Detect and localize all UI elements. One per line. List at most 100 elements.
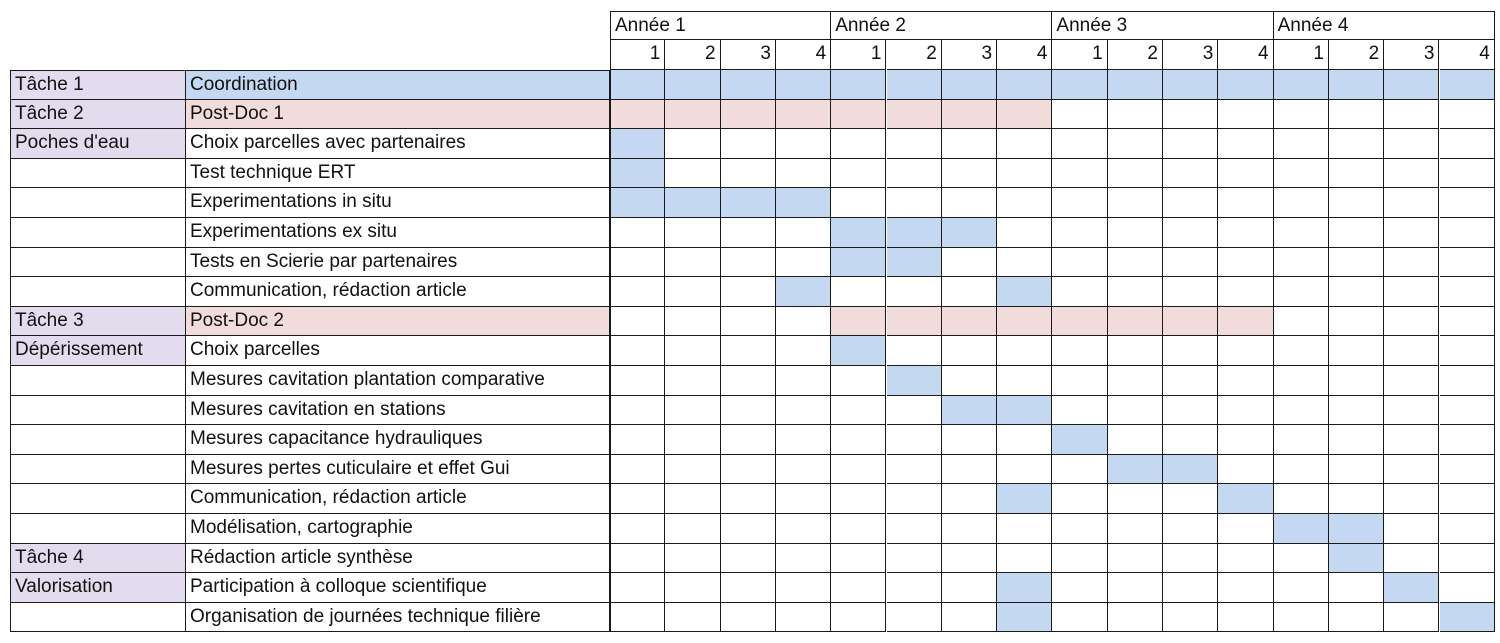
bar-cell-filled xyxy=(610,188,666,218)
bar-cell-empty xyxy=(831,573,887,603)
bar-cell-filled xyxy=(997,484,1053,514)
bar-cell-empty xyxy=(941,158,998,189)
bar-cell-empty xyxy=(720,158,776,189)
bar-cell-empty xyxy=(1273,99,1329,130)
quarter-header: 2 xyxy=(886,40,942,70)
bar-cell-empty xyxy=(1384,514,1440,544)
bar-cell-empty xyxy=(720,277,776,307)
bar-cell-empty xyxy=(1218,129,1274,159)
task-cell: Communication, rédaction article xyxy=(186,277,610,307)
task-cell: Coordination xyxy=(186,70,610,100)
bar-cell-empty xyxy=(1273,484,1329,514)
bar-cell-empty xyxy=(1107,188,1163,218)
bar-cell-empty xyxy=(1107,99,1163,130)
bar-cell-filled xyxy=(997,99,1053,130)
bar-cell-empty xyxy=(1163,99,1219,130)
bar-cell-empty xyxy=(665,395,721,426)
bar-cell-empty xyxy=(610,366,666,396)
group-cell xyxy=(10,425,186,455)
bar-cell-empty xyxy=(720,602,776,633)
bar-cell-filled xyxy=(831,70,887,100)
bar-cell-empty xyxy=(831,543,887,574)
bar-cell-empty xyxy=(1328,484,1385,514)
bar-cell-filled xyxy=(886,99,942,130)
bar-cell-empty xyxy=(997,514,1053,544)
bar-cell-filled xyxy=(997,395,1053,426)
bar-cell-empty xyxy=(1218,366,1274,396)
bar-cell-empty xyxy=(1439,543,1495,574)
bar-cell-empty xyxy=(610,247,666,278)
bar-cell-filled xyxy=(1163,306,1219,337)
bar-cell-empty xyxy=(610,306,666,337)
bar-cell-filled xyxy=(1052,425,1108,455)
bar-cell-empty xyxy=(775,218,832,248)
bar-cell-empty xyxy=(720,247,776,278)
bar-cell-empty xyxy=(1163,336,1219,366)
quarter-header: 3 xyxy=(720,40,776,70)
bar-cell-empty xyxy=(775,454,832,485)
group-cell xyxy=(10,514,186,544)
year-header: Année 4 xyxy=(1273,11,1495,40)
bar-cell-empty xyxy=(1384,602,1440,633)
bar-cell-filled xyxy=(1163,70,1219,100)
bar-cell-empty xyxy=(941,602,998,633)
bar-cell-empty xyxy=(610,573,666,603)
task-cell: Rédaction article synthèse xyxy=(186,543,610,574)
bar-cell-empty xyxy=(1439,218,1495,248)
bar-cell-empty xyxy=(665,247,721,278)
bar-cell-empty xyxy=(831,366,887,396)
bar-cell-empty xyxy=(1328,306,1385,337)
bar-cell-empty xyxy=(1439,395,1495,426)
group-cell xyxy=(10,188,186,218)
bar-cell-filled xyxy=(1218,306,1274,337)
bar-cell-empty xyxy=(665,484,721,514)
bar-cell-empty xyxy=(886,188,942,218)
bar-cell-empty xyxy=(1052,366,1108,396)
bar-cell-empty xyxy=(665,336,721,366)
bar-cell-empty xyxy=(1273,247,1329,278)
group-cell: Tâche 4 xyxy=(10,543,186,574)
bar-cell-empty xyxy=(1052,247,1108,278)
bar-cell-empty xyxy=(1107,543,1163,574)
bar-cell-empty xyxy=(1052,514,1108,544)
bar-cell-empty xyxy=(1052,573,1108,603)
bar-cell-empty xyxy=(1273,218,1329,248)
bar-cell-empty xyxy=(1218,395,1274,426)
bar-cell-filled xyxy=(1107,306,1163,337)
bar-cell-filled xyxy=(775,70,832,100)
bar-cell-empty xyxy=(1328,99,1385,130)
bar-cell-empty xyxy=(1052,336,1108,366)
bar-cell-empty xyxy=(1273,188,1329,218)
bar-cell-empty xyxy=(1273,425,1329,455)
bar-cell-empty xyxy=(1328,218,1385,248)
bar-cell-empty xyxy=(720,366,776,396)
bar-cell-empty xyxy=(720,395,776,426)
bar-cell-filled xyxy=(997,70,1053,100)
group-cell: Tâche 2 xyxy=(10,99,186,130)
quarter-header: 4 xyxy=(1439,40,1495,70)
bar-cell-empty xyxy=(831,129,887,159)
bar-cell-filled xyxy=(1328,514,1385,544)
quarter-header: 3 xyxy=(1163,40,1219,70)
bar-cell-empty xyxy=(1328,277,1385,307)
bar-cell-empty xyxy=(1107,218,1163,248)
group-cell xyxy=(10,277,186,307)
bar-cell-empty xyxy=(1107,277,1163,307)
bar-cell-empty xyxy=(1273,336,1329,366)
bar-cell-empty xyxy=(1052,158,1108,189)
bar-cell-empty xyxy=(1107,158,1163,189)
bar-cell-empty xyxy=(1107,247,1163,278)
bar-cell-empty xyxy=(610,454,666,485)
bar-cell-empty xyxy=(665,366,721,396)
bar-cell-empty xyxy=(1107,366,1163,396)
bar-cell-filled xyxy=(775,99,832,130)
bar-cell-filled xyxy=(886,70,942,100)
bar-cell-empty xyxy=(886,573,942,603)
bar-cell-filled xyxy=(610,99,666,130)
bar-cell-empty xyxy=(1052,543,1108,574)
bar-cell-filled xyxy=(775,188,832,218)
group-cell: Dépérissement xyxy=(10,336,186,366)
bar-cell-filled xyxy=(610,70,666,100)
bar-cell-empty xyxy=(1052,188,1108,218)
